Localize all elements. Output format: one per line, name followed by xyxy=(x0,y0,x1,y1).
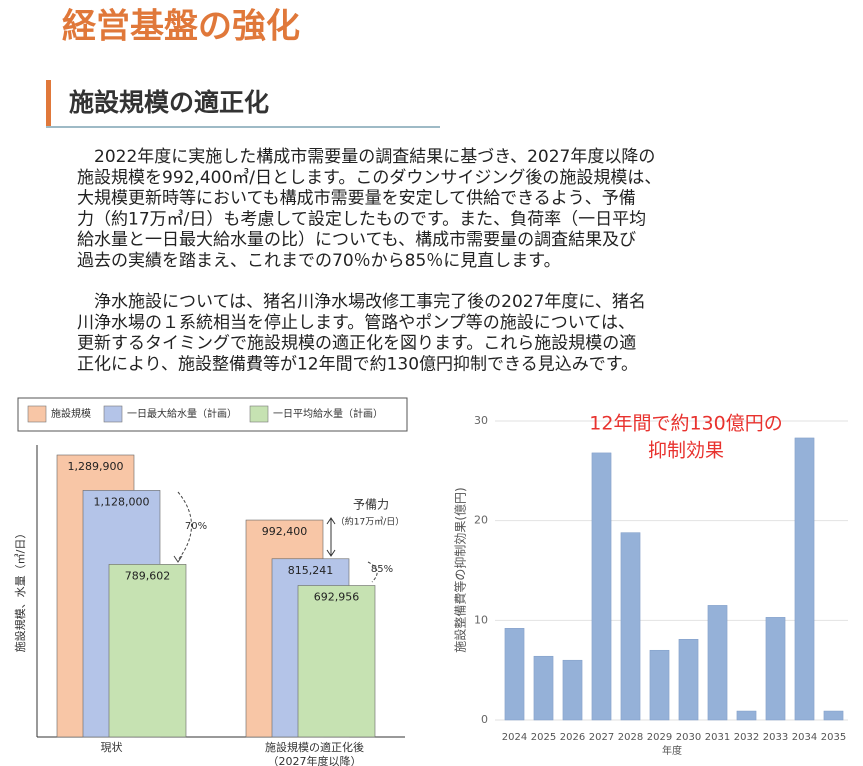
paragraph-line: 施設規模を992,400㎥/日とします。このダウンサイジング後の施設規模は、 xyxy=(77,168,661,188)
y-axis-label: 施設規模、水量（㎥/日） xyxy=(13,528,27,653)
legend-swatch xyxy=(27,405,47,423)
paragraph-line: 給水量と一日最大給水量の比）についても、構成市需要量の調査結果及び xyxy=(77,230,636,250)
x-tick-label: 2035 xyxy=(821,732,846,743)
data-label: 815,241 xyxy=(288,564,334,577)
ratio-arrow-head xyxy=(173,555,183,563)
paragraph-line: 力（約17万㎥/日）も考慮して設定したものです。また、負荷率（一日平均 xyxy=(77,209,646,229)
legend-box xyxy=(17,397,408,432)
bar xyxy=(707,605,728,721)
bar xyxy=(562,659,583,721)
section-bar xyxy=(46,80,51,126)
paragraph-line: 2022年度に実施した構成市需要量の調査結果に基づき、2027年度以降の xyxy=(94,147,655,167)
bar xyxy=(504,628,525,721)
x-tick-label: 2032 xyxy=(734,732,759,743)
x-tick-label: 2030 xyxy=(676,732,701,743)
x-tick-label: 施設規模の適正化後（2027年度以降） xyxy=(265,740,364,766)
bar xyxy=(823,710,844,721)
paragraph-line: 過去の実績を踏まえ、これまでの70％から85％に見直します。 xyxy=(77,251,561,271)
paragraph-line: 浄水施設については、猪名川浄水場改修工事完了後の2027年度に、猪名 xyxy=(94,292,646,312)
ratio-arrow xyxy=(367,561,378,583)
x-tick-label: 現状 xyxy=(101,740,123,754)
ratio-arrow xyxy=(177,491,192,561)
reserve-arrow-head xyxy=(326,517,336,557)
page-title: 経営基盤の強化 xyxy=(62,7,300,47)
data-label: 992,400 xyxy=(262,525,308,538)
bar xyxy=(736,710,757,721)
annotation: 抑制効果 xyxy=(648,440,724,462)
paragraph-line: 更新するタイミングで施設規模の適正化を図ります。これら施設規模の適 xyxy=(77,334,636,354)
paragraph-line: 大規模更新時等においても構成市需要量を安定して供給できるよう、予備 xyxy=(77,189,636,209)
x-tick-label: 2031 xyxy=(705,732,730,743)
x-tick-label: 2025 xyxy=(531,732,556,743)
annotation: 85% xyxy=(371,564,393,575)
x-tick-label: 2028 xyxy=(618,732,643,743)
x-tick-label: 2033 xyxy=(763,732,788,743)
data-label: 1,289,900 xyxy=(68,460,124,473)
annotation: 予備力 xyxy=(353,497,389,512)
bar xyxy=(765,617,786,721)
y-tick-label: 30 xyxy=(474,414,488,427)
paragraph-line: 川浄水場の１系統相当を停止します。管路やポンプ等の施設については、 xyxy=(77,313,635,333)
bar xyxy=(649,649,670,721)
bar xyxy=(591,452,612,721)
x-tick-label: 2027 xyxy=(589,732,614,743)
section-title: 施設規模の適正化 xyxy=(69,88,269,117)
legend-label: 一日平均給水量（計画） xyxy=(273,407,383,420)
x-tick-label: 2029 xyxy=(647,732,672,743)
x-tick-label: 2024 xyxy=(502,732,527,743)
data-label: 1,128,000 xyxy=(94,495,150,508)
bar xyxy=(108,564,187,738)
bar xyxy=(533,655,554,721)
data-label: 692,956 xyxy=(314,591,360,604)
y-axis-label: 施設整備費等の抑制効果(億円) xyxy=(453,487,468,652)
x-tick-label: 2034 xyxy=(792,732,817,743)
legend-label: 施設規模 xyxy=(51,407,91,420)
legend-swatch xyxy=(249,405,269,423)
annotation: （約17万㎥/日） xyxy=(336,516,405,528)
annotation: 70% xyxy=(185,521,207,532)
x-tick-label: 2026 xyxy=(560,732,585,743)
data-label: 789,602 xyxy=(125,569,171,582)
bar xyxy=(620,532,641,721)
bar xyxy=(678,639,699,721)
y-tick-label: 0 xyxy=(481,713,488,726)
paragraph-line: 正化により、施設整備費等が12年間で約130億円抑制できる見込みです。 xyxy=(77,354,638,374)
annotation: 12年間で約130億円の xyxy=(589,413,782,435)
legend-swatch xyxy=(103,405,123,423)
bar xyxy=(794,437,815,721)
x-axis-label: 年度 xyxy=(662,744,682,757)
y-tick-label: 20 xyxy=(474,514,488,527)
y-tick-label: 10 xyxy=(474,613,488,626)
legend-label: 一日最大給水量（計画） xyxy=(127,407,237,420)
bar xyxy=(297,585,376,738)
